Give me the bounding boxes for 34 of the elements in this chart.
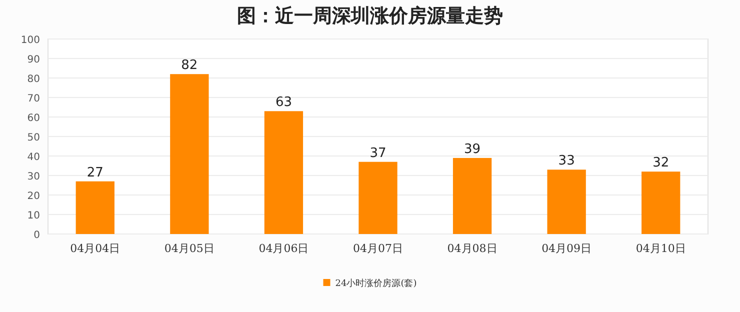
data-label: 33 (558, 154, 575, 169)
x-tick-label: 04月05日 (164, 242, 214, 255)
chart-title: 图：近一周深圳涨价房源量走势 (237, 5, 503, 27)
x-tick-label: 04月09日 (542, 242, 592, 255)
y-tick-label: 80 (27, 74, 40, 85)
y-tick-label: 90 (27, 54, 40, 66)
bar (452, 158, 492, 234)
data-label: 63 (275, 95, 292, 110)
y-tick-label: 100 (20, 35, 40, 46)
y-tick-label: 40 (27, 152, 40, 163)
x-tick-label: 04月06日 (258, 242, 309, 255)
bar (358, 162, 398, 234)
x-tick-label: 04月10日 (636, 242, 686, 255)
data-label: 82 (181, 58, 198, 74)
y-tick-label: 50 (27, 132, 40, 144)
bar (170, 74, 209, 234)
bar (642, 172, 680, 234)
bar (264, 111, 304, 234)
bar (76, 181, 114, 234)
y-tick-label: 0 (34, 230, 40, 241)
x-tick-label: 04月08日 (447, 242, 498, 255)
y-tick-label: 10 (27, 210, 40, 222)
bar (547, 170, 586, 234)
x-tick-label: 04月04日 (70, 242, 120, 255)
y-tick-label: 20 (27, 191, 40, 202)
x-tick-label: 04月07日 (353, 242, 403, 255)
data-label: 32 (652, 156, 670, 171)
data-label: 27 (86, 165, 104, 180)
y-tick-label: 30 (27, 172, 40, 182)
data-label: 37 (370, 146, 386, 161)
data-label: 39 (464, 142, 481, 157)
legend-label: 24小时涨价房源(套) (335, 278, 417, 289)
y-tick-label: 60 (27, 113, 40, 124)
y-tick-label: 70 (27, 94, 40, 104)
